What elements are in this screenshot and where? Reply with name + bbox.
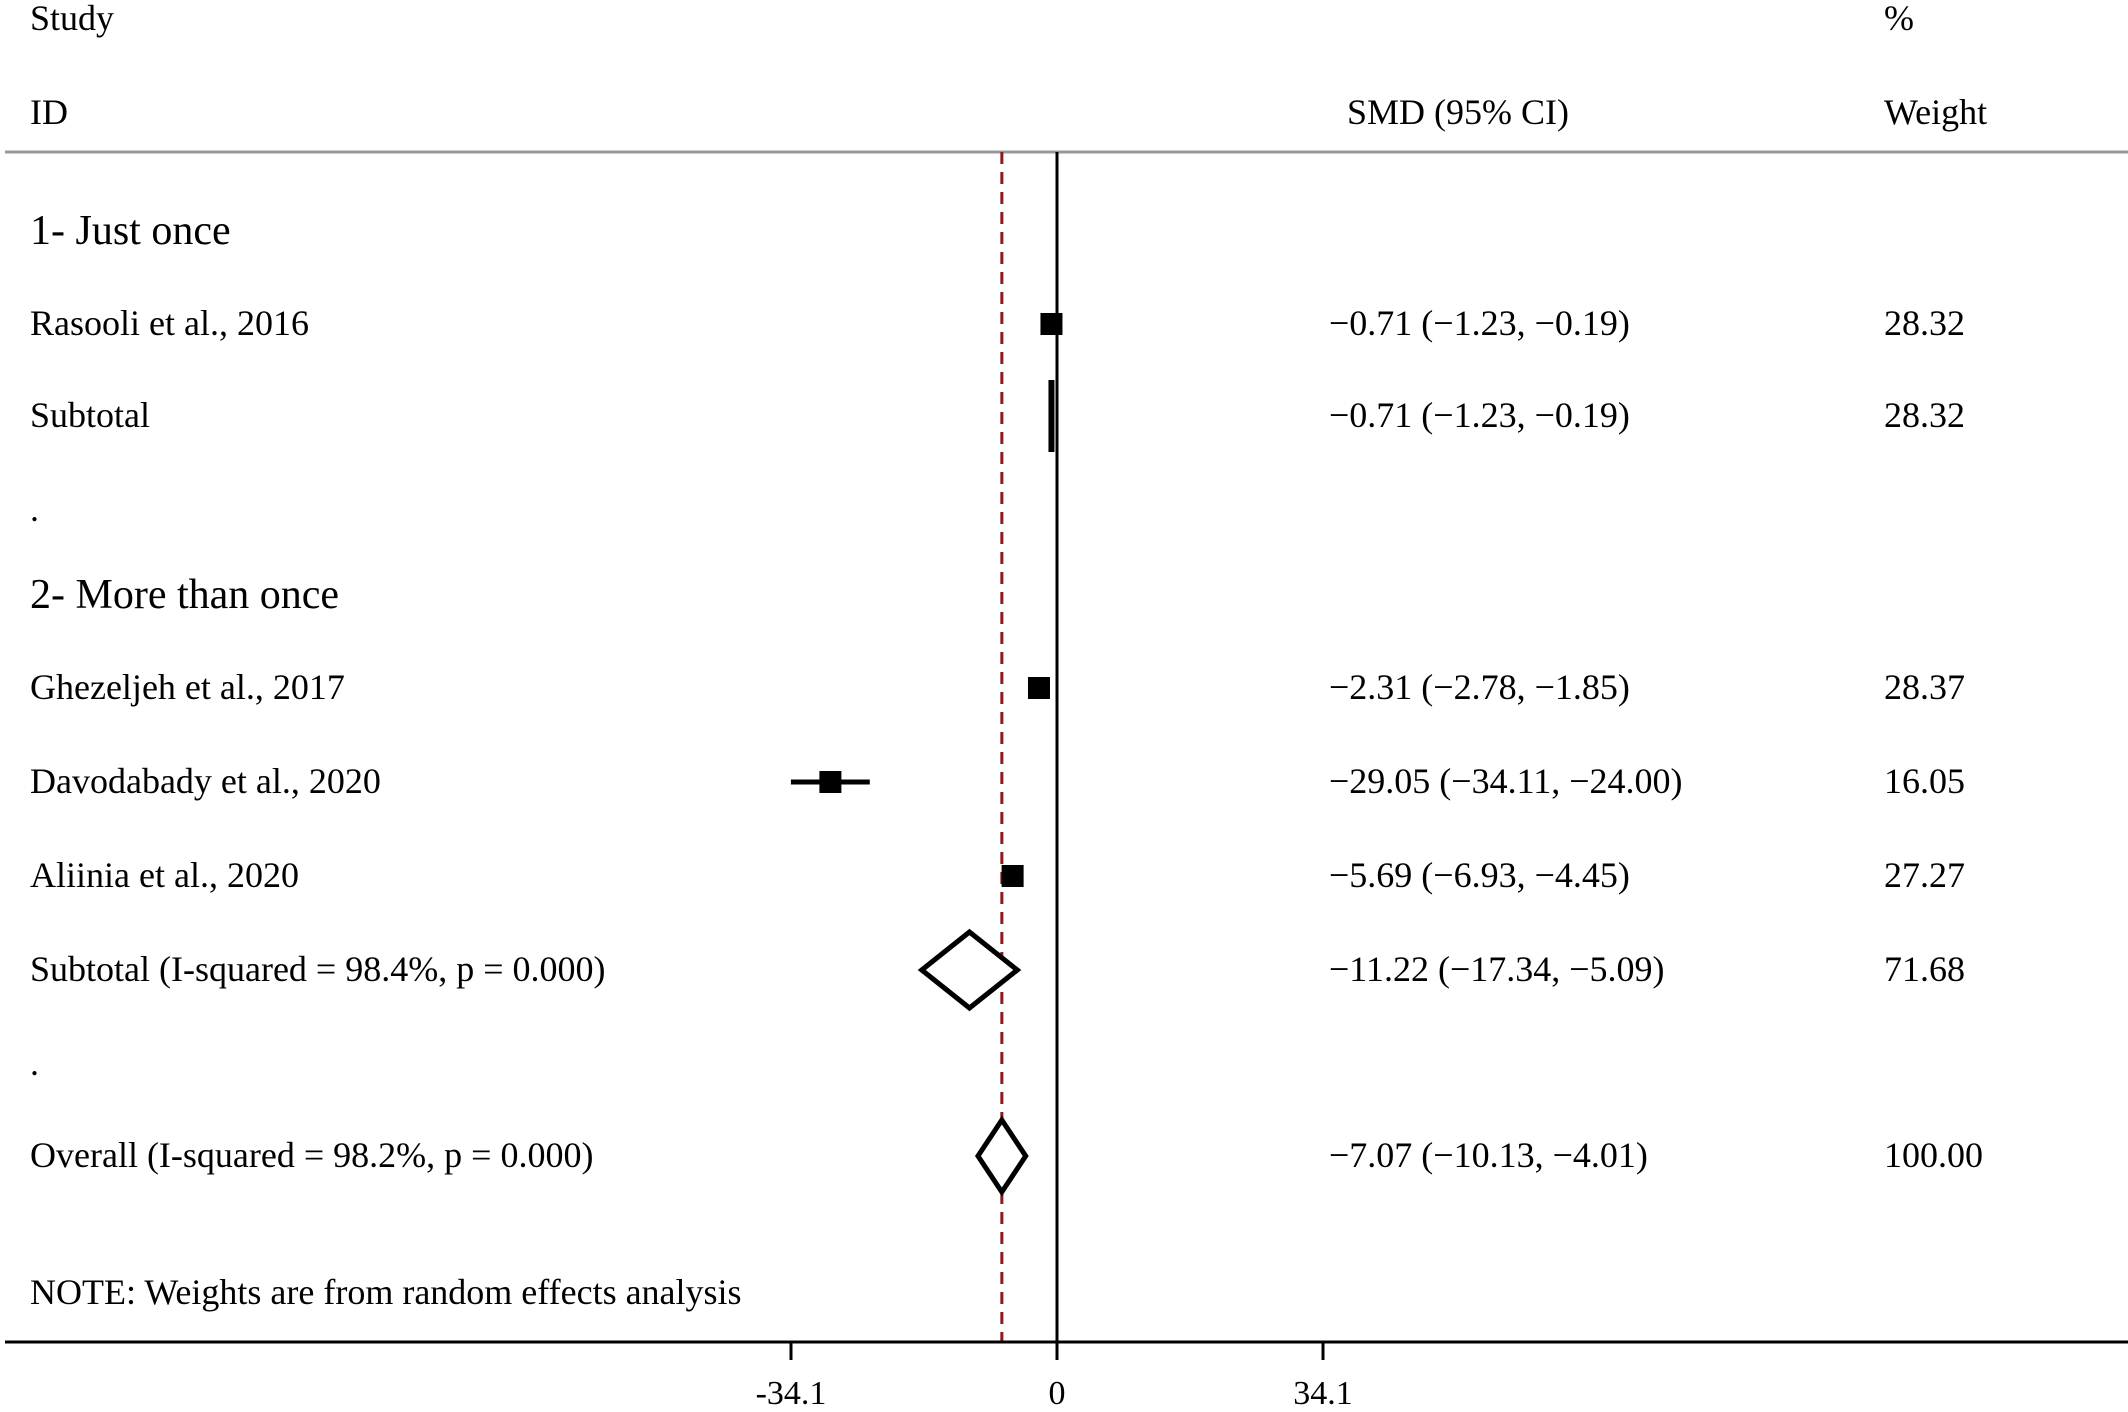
row-effect-ci: −7.07 (−10.13, −4.01) [1329,1135,1648,1175]
row-effect-ci: −11.22 (−17.34, −5.09) [1329,949,1665,989]
row-effect-ci: −5.69 (−6.93, −4.45) [1329,855,1630,895]
subtotal-diamond [1048,380,1055,452]
row-label: Subtotal (I-squared = 98.4%, p = 0.000) [30,949,606,989]
study-marker [1001,865,1024,887]
x-tick-label: 34.1 [1293,1375,1353,1412]
row-label: Subtotal [30,395,150,435]
row-effect-ci: −0.71 (−1.23, −0.19) [1329,395,1630,435]
row-weight: 71.68 [1884,949,1965,989]
subtotal-diamond [917,928,1022,1012]
row-effect-ci: −2.31 (−2.78, −1.85) [1329,667,1630,707]
row-label: Davodabady et al., 2020 [30,761,381,801]
x-tick-label: -34.1 [756,1375,827,1412]
study-marker [1027,677,1050,699]
row-effect-ci: −29.05 (−34.11, −24.00) [1329,761,1683,801]
row-effect-ci: −0.71 (−1.23, −0.19) [1329,303,1630,343]
header-effect-label: SMD (95% CI) [1347,92,1569,132]
study-marker [819,771,842,793]
header-study-label: Study [30,0,114,38]
forest-row: Aliinia et al., 2020 −5.69 (−6.93, −4.45)… [30,855,1965,895]
row-weight: 28.32 [1884,303,1965,343]
row-label: Rasooli et al., 2016 [30,303,309,343]
study-marker [1040,313,1063,335]
header-id-label: ID [30,92,68,132]
header-percent-label: % [1884,0,1914,38]
forest-row: . [30,1043,39,1083]
forest-row: Subtotal −0.71 (−1.23, −0.19) 28.32 [30,380,1965,452]
overall-diamond [974,1115,1029,1197]
note-text: NOTE: Weights are from random effects an… [30,1272,742,1312]
forest-row: Rasooli et al., 2016 −0.71 (−1.23, −0.19)… [30,303,1965,343]
row-label: Overall (I-squared = 98.2%, p = 0.000) [30,1135,593,1175]
forest-row: 2- More than once [30,572,339,618]
forest-row: Overall (I-squared = 98.2%, p = 0.000) −7… [30,1115,1983,1197]
x-axis-ticks: -34.1 0 34.1 [756,1342,1353,1412]
forest-row: Davodabady et al., 2020 −29.05 (−34.11, −… [30,761,1965,801]
forest-row: Subtotal (I-squared = 98.4%, p = 0.000) −… [30,928,1965,1012]
row-label: . [30,489,39,529]
row-weight: 28.37 [1884,667,1965,707]
row-label: . [30,1043,39,1083]
row-weight: 28.32 [1884,395,1965,435]
forest-row: Ghezeljeh et al., 2017 −2.31 (−2.78, −1.8… [30,667,1965,707]
row-weight: 16.05 [1884,761,1965,801]
row-label: Aliinia et al., 2020 [30,855,299,895]
forest-row: . [30,489,39,529]
row-weight: 100.00 [1884,1135,1983,1175]
group-heading: 1- Just once [30,208,231,254]
group-heading: 2- More than once [30,572,339,618]
row-label: Ghezeljeh et al., 2017 [30,667,345,707]
rows-layer: 1- Just once Rasooli et al., 2016 −0.71 (−… [30,208,1983,1197]
header-weight-label: Weight [1884,92,1987,132]
forest-row: 1- Just once [30,208,231,254]
row-weight: 27.27 [1884,855,1965,895]
x-tick-label: 0 [1049,1375,1066,1412]
